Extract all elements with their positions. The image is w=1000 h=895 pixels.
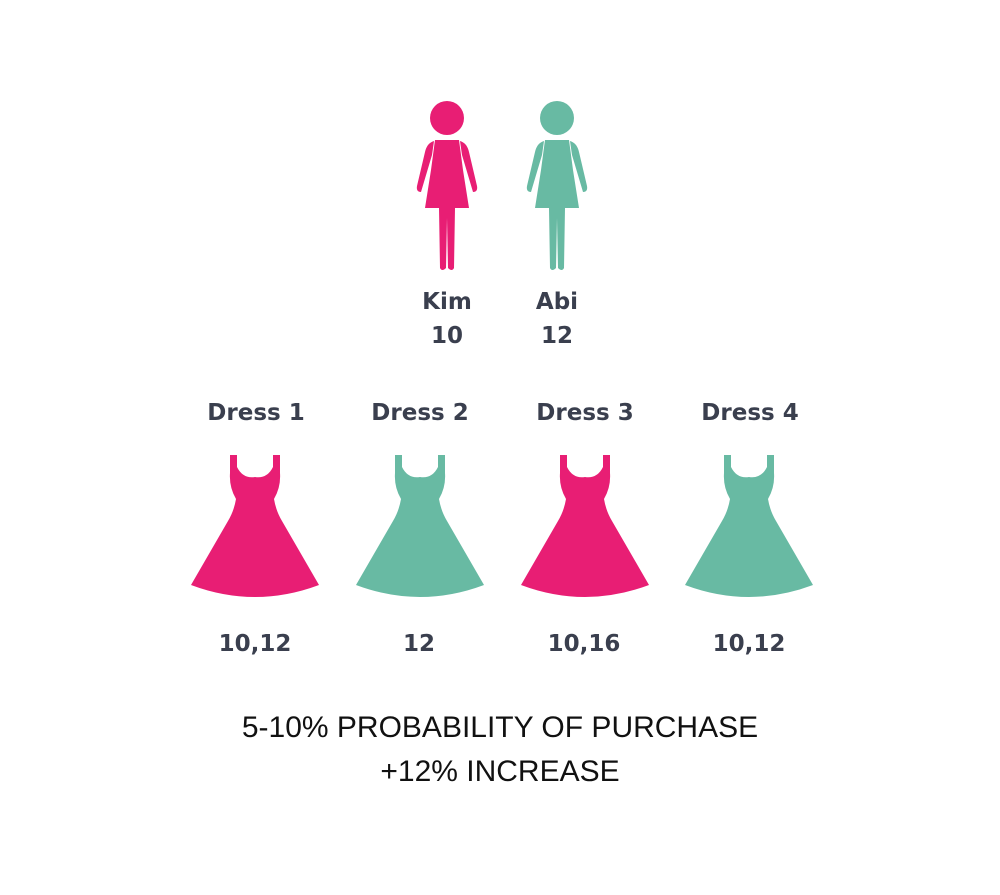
dress-icon: [191, 455, 319, 597]
footer-increase: +12% INCREASE: [380, 755, 620, 788]
woman-icon: [526, 101, 588, 270]
dress-2: [355, 453, 485, 605]
person-size-abi: 12: [540, 323, 573, 349]
dress-title-4: Dress 4: [701, 400, 799, 426]
dress-sizes-4: 10,12: [712, 631, 786, 657]
dress-3: [520, 453, 650, 605]
woman-icon: [416, 101, 478, 270]
dress-icon: [356, 455, 484, 597]
dress-sizes-2: 12: [402, 631, 435, 657]
dress-4: [684, 453, 814, 605]
person-name-abi: Abi: [535, 289, 579, 315]
dress-title-3: Dress 3: [536, 400, 634, 426]
dress-1: [190, 453, 320, 605]
dress-title-1: Dress 1: [207, 400, 305, 426]
dress-sizes-3: 10,16: [547, 631, 621, 657]
person-size-kim: 10: [430, 323, 463, 349]
dress-icon: [685, 455, 813, 597]
woman-icon-abi: [522, 100, 592, 275]
woman-icon-kim: [412, 100, 482, 275]
dress-title-2: Dress 2: [371, 400, 469, 426]
person-name-kim: Kim: [422, 289, 472, 315]
footer-probability: 5-10% PROBABILITY OF PURCHASE: [241, 711, 759, 744]
dress-sizes-1: 10,12: [218, 631, 292, 657]
dress-icon: [521, 455, 649, 597]
